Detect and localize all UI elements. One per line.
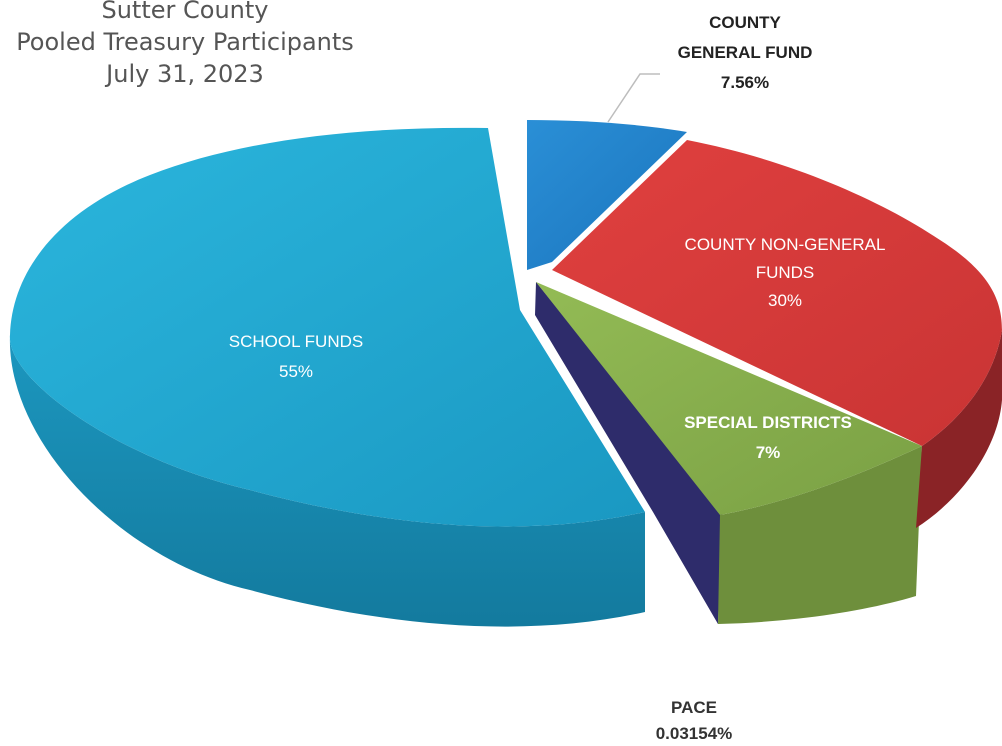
chart-title-line-2: Pooled Treasury Participants	[16, 28, 354, 56]
slice-school-funds-side	[9, 335, 645, 627]
chart-title-line-3: July 31, 2023	[106, 60, 264, 88]
label-school-funds-value: 55%	[279, 362, 313, 381]
slice-county-non-general-side	[916, 330, 1002, 528]
slice-school-funds	[9, 127, 645, 527]
slice-special-districts	[536, 282, 922, 515]
chart-title: Sutter County Pooled Treasury Participan…	[0, 0, 370, 90]
label-county-non-general-funds-value: 30%	[768, 291, 802, 310]
label-special-districts: SPECIAL DISTRICTS	[684, 413, 852, 432]
label-county-general-fund-value: 7.56%	[721, 73, 769, 92]
slice-special-districts-side	[718, 446, 922, 624]
chart-title-line-1: Sutter County	[101, 0, 269, 24]
leader-line-county-general-fund	[607, 73, 660, 123]
label-county-general-fund-line1: COUNTY GENERAL FUND	[678, 13, 813, 62]
label-pace-value: 0.03154%	[656, 724, 733, 743]
label-special-districts-value: 7%	[756, 443, 781, 462]
label-school-funds: SCHOOL FUNDS	[229, 332, 363, 351]
slice-county-general-fund	[527, 120, 687, 270]
slice-county-non-general-funds	[552, 140, 1002, 446]
slice-pace	[535, 282, 722, 624]
label-pace: PACE	[671, 698, 717, 717]
label-county-non-general-funds: COUNTY NON-GENERAL FUNDS	[685, 235, 886, 282]
